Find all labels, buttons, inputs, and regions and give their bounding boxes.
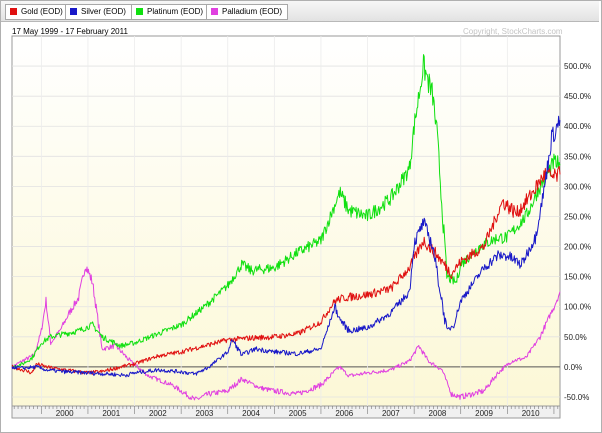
legend-label-platinum: Platinum (EOD) [147, 7, 204, 16]
x-tick-label: 2003 [196, 409, 214, 418]
legend-label-palladium: Palladium (EOD) [222, 7, 283, 16]
x-tick-label: 2006 [335, 409, 353, 418]
x-tick-label: 2004 [242, 409, 260, 418]
legend-swatch-gold [10, 8, 17, 15]
legend-item-silver[interactable]: Silver (EOD) [65, 4, 132, 20]
x-tick-label: 2002 [149, 409, 167, 418]
y-tick-label: 50.0% [564, 333, 587, 342]
copyright-notice: Copyright, StockCharts.com [463, 27, 563, 36]
series-line-gold [11, 165, 561, 375]
x-tick-label: 2001 [102, 409, 120, 418]
y-tick-label: 500.0% [564, 62, 591, 71]
series-line-platinum [11, 54, 561, 369]
y-tick-label: -50.0% [564, 393, 589, 402]
x-tick-label: 2007 [382, 409, 400, 418]
legend-bar: Gold (EOD) Silver (EOD) Platinum (EOD) P… [1, 1, 599, 22]
x-tick-label: 2005 [289, 409, 307, 418]
y-tick-label: 200.0% [564, 243, 591, 252]
y-tick-label: 0.0% [564, 363, 582, 372]
legend-label-silver: Silver (EOD) [81, 7, 126, 16]
y-tick-label: 400.0% [564, 122, 591, 131]
plot-area [11, 35, 561, 407]
legend-label-gold: Gold (EOD) [21, 7, 63, 16]
x-tick-label: 2008 [429, 409, 447, 418]
y-tick-label: 450.0% [564, 92, 591, 101]
y-tick-label: 100.0% [564, 303, 591, 312]
y-tick-label: 150.0% [564, 273, 591, 282]
legend-swatch-palladium [211, 8, 218, 15]
series-line-silver [11, 115, 561, 378]
x-tick-label: 2009 [475, 409, 493, 418]
series-line-palladium [11, 266, 561, 401]
y-tick-label: 350.0% [564, 152, 591, 161]
legend-swatch-silver [70, 8, 77, 15]
legend-item-palladium[interactable]: Palladium (EOD) [206, 4, 289, 20]
y-tick-label: 250.0% [564, 212, 591, 221]
x-tick-label: 2000 [56, 409, 74, 418]
x-tick-label: 2010 [522, 409, 540, 418]
legend-item-platinum[interactable]: Platinum (EOD) [131, 4, 210, 20]
legend-swatch-platinum [136, 8, 143, 15]
y-tick-label: 300.0% [564, 182, 591, 191]
date-range-label: 17 May 1999 - 17 February 2011 [12, 27, 128, 36]
